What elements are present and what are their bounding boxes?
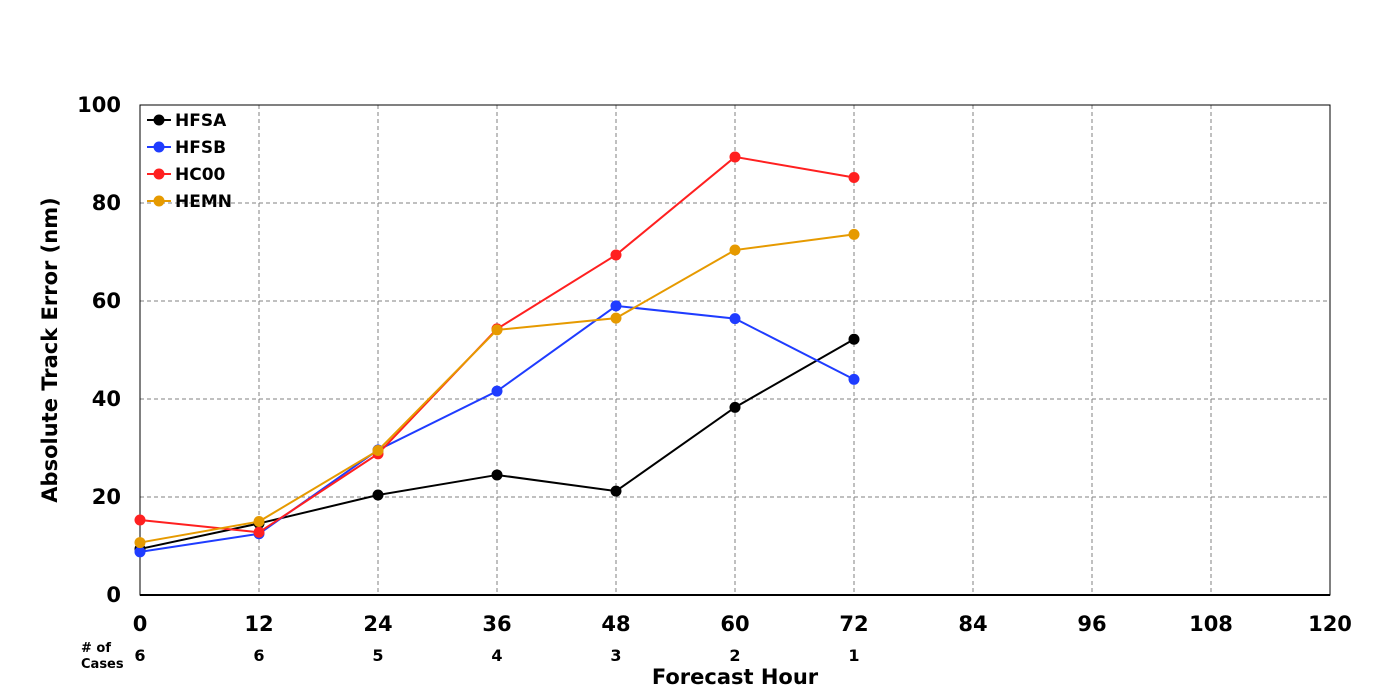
legend-label-hemn: HEMN: [175, 192, 232, 212]
data-point-hc00: [610, 249, 622, 261]
legend-label-hfsa: HFSA: [175, 111, 227, 131]
y-tick-label: 80: [92, 191, 121, 215]
x-tick-labels: 0 12 24 36 48 60 72 84 96 108 120: [133, 612, 1352, 636]
y-axis-title: Absolute Track Error (nm): [38, 197, 62, 502]
legend-marker-hc00: [153, 168, 165, 180]
data-point-hfsb: [491, 385, 503, 397]
data-point-hemn: [491, 324, 503, 336]
data-point-hfsa: [729, 401, 741, 413]
data-point-hfsa: [848, 333, 860, 345]
legend-label-hc00: HC00: [175, 165, 226, 185]
legend-marker-hemn: [153, 195, 165, 207]
cases-label-line2: Cases: [81, 657, 124, 672]
data-point-hfsb: [610, 300, 622, 312]
case-count: 3: [610, 646, 621, 665]
data-point-hemn: [134, 537, 146, 549]
data-point-hfsb: [848, 373, 860, 385]
data-point-hc00: [729, 151, 741, 163]
legend-marker-hfsb: [153, 141, 165, 153]
data-point-hfsb: [729, 313, 741, 325]
cases-label-line1: # of: [81, 641, 111, 656]
y-tick-label: 20: [92, 485, 121, 509]
x-tick-label: 72: [839, 612, 868, 636]
data-point-hemn: [729, 244, 741, 256]
data-point-hfsa: [372, 489, 384, 501]
data-point-hfsa: [491, 469, 503, 481]
x-axis-title: Forecast Hour: [652, 665, 819, 689]
x-tick-label: 24: [363, 612, 392, 636]
legend-label-hfsb: HFSB: [175, 138, 226, 158]
legend-marker-hfsa: [153, 114, 165, 126]
x-tick-label: 0: [133, 612, 148, 636]
y-tick-label: 60: [92, 289, 121, 313]
data-point-hemn: [848, 228, 860, 240]
legend: HFSA HFSB HC00 HEMN: [147, 111, 232, 212]
data-point-hemn: [372, 444, 384, 456]
case-count: 6: [253, 646, 264, 665]
y-tick-label: 100: [77, 93, 121, 117]
case-count: 6: [134, 646, 145, 665]
x-tick-label: 60: [720, 612, 749, 636]
data-point-hemn: [610, 312, 622, 324]
data-point-hemn: [253, 516, 265, 527]
series-lines: [134, 151, 860, 558]
data-point-hc00: [253, 526, 265, 538]
case-count: 4: [491, 646, 502, 665]
x-tick-label: 36: [482, 612, 511, 636]
x-tick-label: 108: [1189, 612, 1233, 636]
case-counts: # of Cases 6 6 5 4 3 2 1: [81, 641, 860, 672]
x-tick-label: 120: [1308, 612, 1352, 636]
case-count: 5: [372, 646, 383, 665]
case-count: 1: [848, 646, 859, 665]
case-count: 2: [729, 646, 740, 665]
data-point-hc00: [134, 514, 146, 526]
x-tick-label: 48: [601, 612, 630, 636]
x-tick-label: 96: [1077, 612, 1106, 636]
x-tick-label: 12: [244, 612, 273, 636]
data-point-hfsa: [610, 485, 622, 497]
y-tick-label: 40: [92, 387, 121, 411]
data-point-hfsb: [134, 546, 146, 558]
y-tick-label: 0: [106, 583, 121, 607]
x-tick-label: 84: [958, 612, 987, 636]
data-point-hc00: [848, 172, 860, 184]
y-tick-labels: 0 20 40 60 80 100: [77, 93, 121, 607]
grid-lines: [140, 105, 1330, 595]
